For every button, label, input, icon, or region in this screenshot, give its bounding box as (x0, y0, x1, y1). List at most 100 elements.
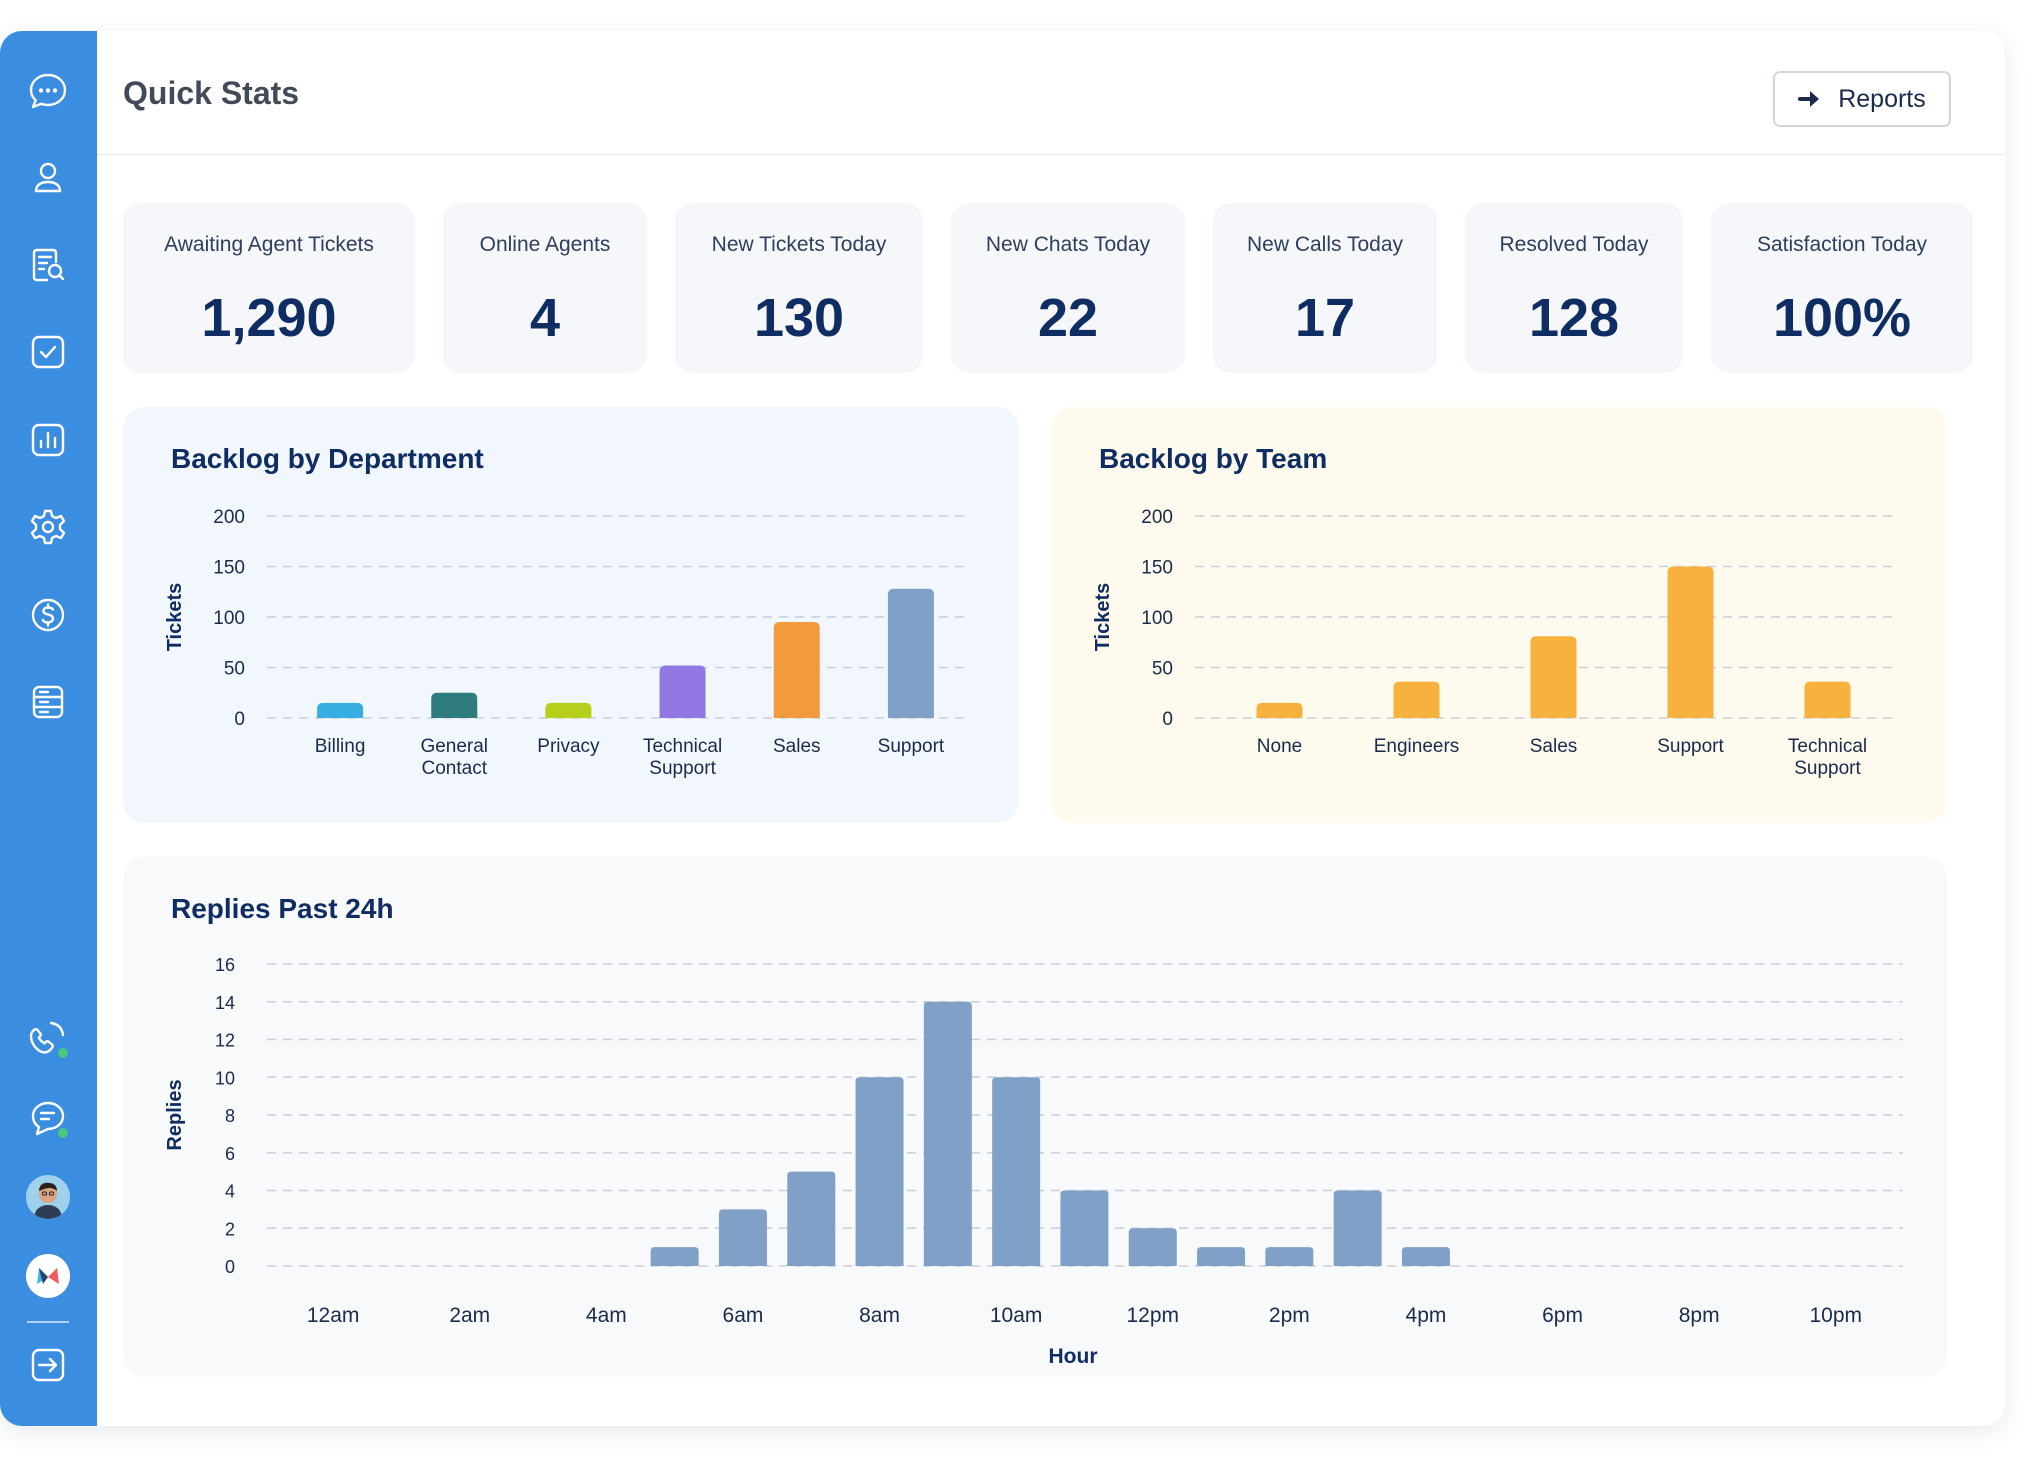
chart-title: Backlog by Department (171, 443, 484, 474)
bar (1197, 1247, 1246, 1266)
x-tick-label: 4am (586, 1304, 627, 1327)
x-tick-label: Technical Support (1788, 736, 1867, 779)
stat-value: 100% (1772, 288, 1912, 348)
app-window: Quick Stats Reports Awaiting Agent Ticke… (0, 31, 2005, 1426)
y-tick-label: 150 (1141, 558, 1173, 579)
app-logo[interactable] (26, 1254, 70, 1298)
reports-chart-icon[interactable] (24, 416, 72, 464)
x-tick-label: None (1257, 736, 1302, 757)
stat-label: Awaiting Agent Tickets (164, 233, 374, 256)
x-tick-label: 6am (723, 1304, 764, 1327)
x-tick-label: Support (1657, 736, 1724, 757)
x-tick-label: 8pm (1679, 1304, 1720, 1327)
x-tick-label: Sales (1530, 736, 1578, 757)
stat-label: Satisfaction Today (1756, 233, 1928, 256)
x-tick-label: Technical Support (643, 736, 722, 779)
x-tick-label: 4pm (1406, 1304, 1447, 1327)
y-tick-label: 0 (1162, 709, 1173, 730)
stat-label: Online Agents (479, 233, 611, 256)
user-icon[interactable] (24, 154, 72, 202)
y-tick-label: 100 (1141, 608, 1173, 629)
bar (431, 692, 478, 718)
bar (887, 588, 934, 718)
x-tick-label: Engineers (1374, 736, 1460, 757)
stat-value: 128 (1528, 288, 1620, 348)
logout-icon[interactable] (24, 1341, 72, 1389)
x-tick-label: 10am (990, 1304, 1043, 1327)
reports-button[interactable]: Reports (1773, 71, 1951, 127)
bar (1265, 1247, 1314, 1266)
stat-card-resolved-today: Resolved Today 128 (1465, 203, 1683, 373)
main-content: Quick Stats Reports Awaiting Agent Ticke… (97, 31, 2005, 1426)
stat-label: New Tickets Today (711, 233, 887, 256)
ticket-search-icon[interactable] (24, 241, 72, 289)
y-tick-label: 200 (1141, 507, 1173, 528)
chat-status-icon[interactable] (24, 1094, 72, 1142)
stat-card-online-agents: Online Agents 4 (443, 203, 647, 373)
y-tick-label: 6 (225, 1144, 235, 1164)
server-database-icon[interactable] (24, 678, 72, 726)
backlog-by-department-chart: 0 50 100 150 200 Tickets Billing General Contact… (164, 507, 971, 779)
bar (992, 1077, 1041, 1266)
phone-icon[interactable] (24, 1014, 72, 1062)
bar (923, 1001, 972, 1266)
y-tick-label: 10 (215, 1068, 235, 1088)
y-tick-label: 0 (225, 1257, 235, 1277)
bar (1804, 681, 1851, 718)
billing-dollar-icon[interactable] (24, 591, 72, 639)
stat-value: 1,290 (201, 288, 337, 348)
bar (1256, 702, 1303, 718)
stat-value: 130 (753, 288, 845, 348)
bar (317, 702, 364, 718)
bar (659, 665, 706, 718)
bar (1060, 1190, 1109, 1266)
y-tick-label: 150 (213, 558, 245, 579)
x-tick-label: 12am (307, 1304, 360, 1327)
replies-past-24h-chart: 0 2 4 6 8 10 12 14 16 Replies 12am 2am 4am 6am 8am 10am… (164, 955, 1903, 1368)
stat-card-new-chats-today: New Chats Today 22 (951, 203, 1185, 373)
x-tick-label: Privacy (537, 736, 600, 757)
y-axis-label: Tickets (1092, 583, 1114, 652)
stat-card-awaiting-agent-tickets: Awaiting Agent Tickets 1,290 (123, 203, 415, 373)
stat-value: 22 (1037, 288, 1099, 348)
chart-title: Backlog by Team (1099, 443, 1328, 474)
bar (1530, 636, 1577, 718)
stat-value: 17 (1294, 288, 1356, 348)
bar (787, 1171, 836, 1266)
x-tick-label: 8am (859, 1304, 900, 1327)
x-axis-label: Hour (1049, 1345, 1098, 1368)
stat-label: Resolved Today (1499, 233, 1649, 256)
chart-title: Replies Past 24h (171, 893, 394, 924)
bar (1128, 1228, 1177, 1266)
stat-label: New Calls Today (1246, 233, 1403, 256)
y-tick-label: 4 (225, 1182, 235, 1202)
user-avatar[interactable] (26, 1175, 70, 1219)
y-tick-label: 100 (213, 608, 245, 629)
chat-bubble-icon[interactable] (24, 67, 72, 115)
x-tick-label: Support (878, 736, 945, 757)
page-header: Quick Stats Reports (97, 31, 2005, 155)
bar (718, 1209, 767, 1266)
y-tick-label: 50 (224, 659, 245, 680)
y-tick-label: 2 (225, 1219, 235, 1239)
arrow-right-icon (1798, 91, 1820, 107)
backlog-by-team-chart: 0 50 100 150 200 Tickets None Engineers Sales Sup… (1092, 507, 1899, 779)
backlog-by-team-panel: 0 50 100 150 200 Tickets None Engineers Sales Sup… (1051, 407, 1947, 823)
x-tick-label: 2pm (1269, 1304, 1310, 1327)
x-tick-label: Sales (773, 736, 821, 757)
settings-gear-icon[interactable] (24, 503, 72, 551)
chat-status-dot (56, 1126, 70, 1140)
bar (855, 1077, 904, 1266)
sidebar (0, 31, 97, 1426)
bar (1667, 566, 1714, 718)
x-tick-label: 2am (449, 1304, 490, 1327)
bar (1393, 681, 1440, 718)
y-tick-label: 12 (215, 1031, 235, 1051)
backlog-by-department-panel: 0 50 100 150 200 Tickets Billing General Contact… (123, 407, 1019, 823)
stat-card-satisfaction-today: Satisfaction Today 100% (1711, 203, 1973, 373)
task-check-icon[interactable] (24, 328, 72, 376)
page-title: Quick Stats (123, 75, 300, 111)
replies-past-24h-panel: 0 2 4 6 8 10 12 14 16 Replies 12am 2am 4am 6am 8am 10am… (123, 857, 1947, 1377)
y-tick-label: 50 (1152, 659, 1173, 680)
x-tick-label: 12pm (1126, 1304, 1179, 1327)
